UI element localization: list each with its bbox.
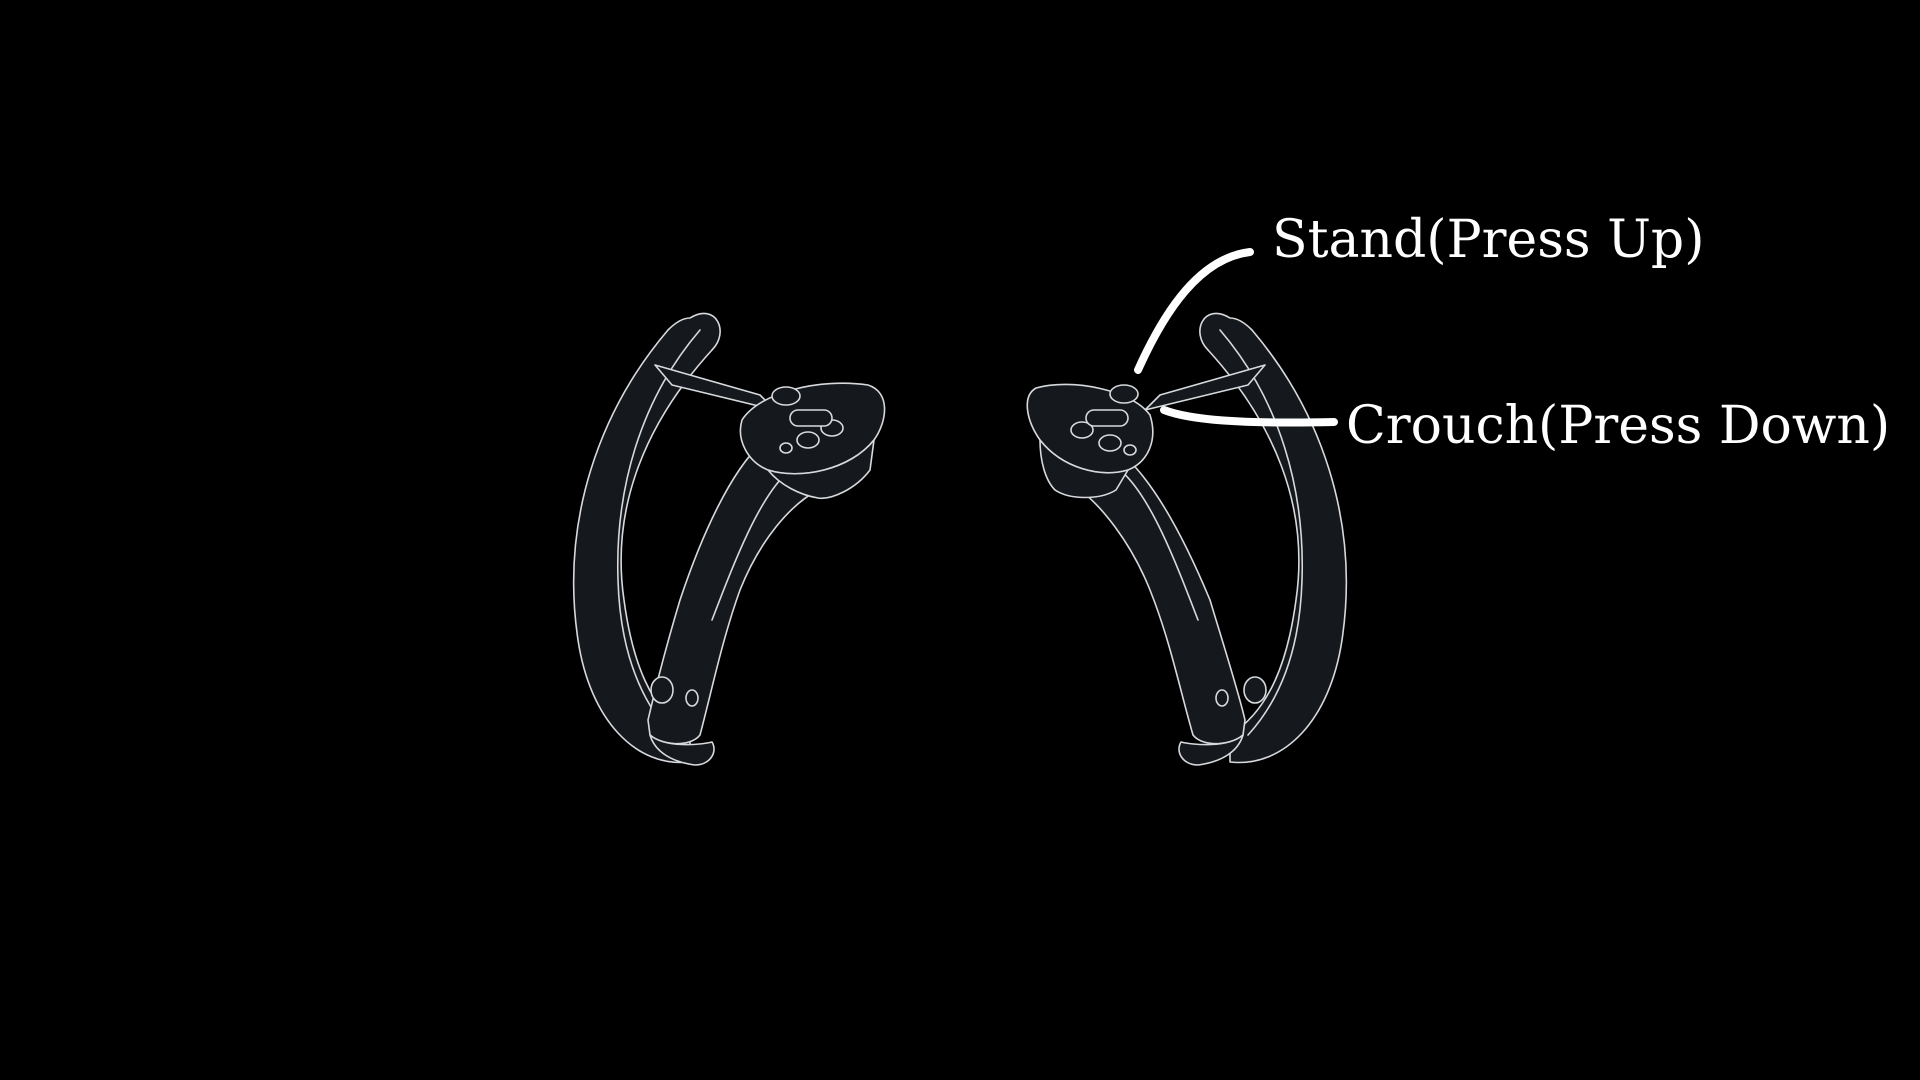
right-controller-touchpad: [1085, 409, 1129, 427]
left-controller-ring-inner: [616, 329, 701, 736]
crouch-callout-line: [1160, 406, 1338, 427]
left-vr-controller-icon: [572, 312, 886, 766]
right-vr-controller-icon: [1026, 312, 1348, 766]
stand-callout-line: [1134, 248, 1254, 374]
right-controller-button-b: [1070, 421, 1094, 439]
crouch-callout-label: Crouch(Press Down): [1346, 396, 1891, 456]
left-controller-button-a: [796, 431, 820, 449]
left-controller-bottom-tip: [649, 734, 715, 766]
right-controller-ring-inner: [1219, 329, 1304, 736]
right-controller-small-button: [1215, 689, 1229, 707]
left-controller-thumbstick: [771, 386, 801, 406]
right-controller-button-a: [1098, 434, 1122, 452]
left-controller-small-button: [685, 689, 699, 707]
right-controller-bottom-tip: [1178, 734, 1244, 766]
right-controller-thumbstick: [1109, 384, 1139, 404]
left-controller-touchpad: [789, 409, 833, 427]
right-controller-grip-groove: [1119, 469, 1199, 621]
right-controller-head-base: [1039, 439, 1129, 499]
right-controller-button-menu: [1123, 444, 1137, 456]
left-controller-system-button: [650, 676, 674, 704]
left-controller-head-base: [767, 439, 875, 500]
left-controller-button-menu: [779, 442, 793, 454]
stand-callout-label: Stand(Press Up): [1272, 210, 1705, 270]
right-controller-system-button: [1243, 676, 1267, 704]
